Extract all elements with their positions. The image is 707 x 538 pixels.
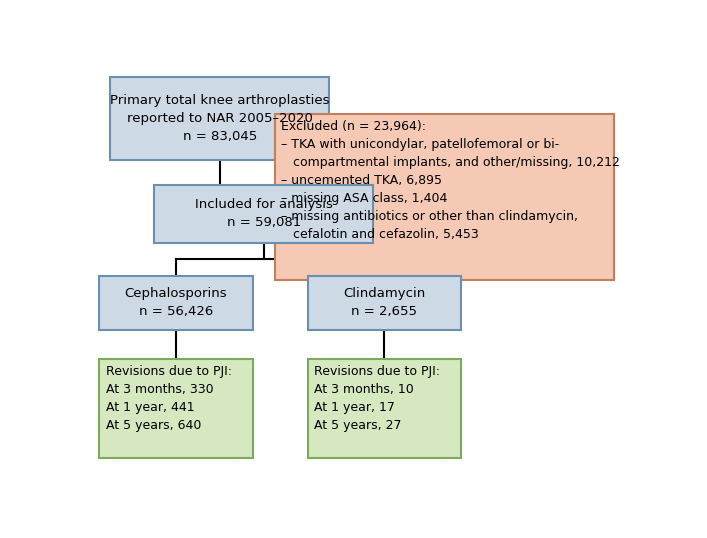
FancyBboxPatch shape <box>99 276 253 330</box>
Text: Included for analysis
n = 59,081: Included for analysis n = 59,081 <box>194 198 333 229</box>
Text: Primary total knee arthroplasties
reported to NAR 2005–2020
n = 83,045: Primary total knee arthroplasties report… <box>110 94 329 143</box>
FancyBboxPatch shape <box>110 77 329 160</box>
Text: Cephalosporins
n = 56,426: Cephalosporins n = 56,426 <box>124 287 228 318</box>
Text: Clindamycin
n = 2,655: Clindamycin n = 2,655 <box>343 287 426 318</box>
FancyBboxPatch shape <box>154 185 373 243</box>
Text: Revisions due to PJI:
At 3 months, 10
At 1 year, 17
At 5 years, 27: Revisions due to PJI: At 3 months, 10 At… <box>314 365 440 432</box>
Text: Excluded (n = 23,964):
– TKA with unicondylar, patellofemoral or bi-
   compartm: Excluded (n = 23,964): – TKA with unicon… <box>281 121 620 242</box>
FancyBboxPatch shape <box>308 276 461 330</box>
Text: Revisions due to PJI:
At 3 months, 330
At 1 year, 441
At 5 years, 640: Revisions due to PJI: At 3 months, 330 A… <box>106 365 232 432</box>
FancyBboxPatch shape <box>99 359 253 458</box>
FancyBboxPatch shape <box>308 359 461 458</box>
FancyBboxPatch shape <box>275 114 614 280</box>
